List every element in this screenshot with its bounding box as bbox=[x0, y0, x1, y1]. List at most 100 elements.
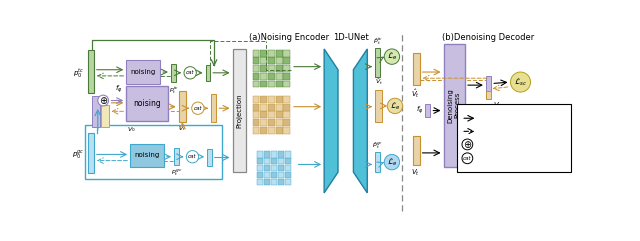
Circle shape bbox=[387, 98, 403, 114]
FancyBboxPatch shape bbox=[276, 50, 283, 57]
FancyBboxPatch shape bbox=[276, 73, 283, 80]
Text: Backward pass: Backward pass bbox=[480, 128, 530, 134]
Circle shape bbox=[384, 49, 399, 64]
FancyBboxPatch shape bbox=[268, 57, 275, 64]
FancyBboxPatch shape bbox=[130, 144, 164, 167]
FancyBboxPatch shape bbox=[285, 165, 291, 171]
Text: $\hat{V}_t$: $\hat{V}_t$ bbox=[375, 77, 383, 87]
FancyBboxPatch shape bbox=[276, 96, 283, 103]
FancyBboxPatch shape bbox=[101, 105, 109, 127]
Text: (b)Denoising Decoder: (b)Denoising Decoder bbox=[442, 33, 534, 42]
FancyBboxPatch shape bbox=[284, 73, 291, 80]
FancyBboxPatch shape bbox=[253, 111, 259, 118]
FancyBboxPatch shape bbox=[257, 165, 263, 171]
Text: Denoising
Process: Denoising Process bbox=[448, 88, 461, 122]
FancyBboxPatch shape bbox=[268, 65, 275, 72]
FancyBboxPatch shape bbox=[375, 48, 380, 77]
Text: $\mathcal{L}_{sc}$: $\mathcal{L}_{sc}$ bbox=[514, 76, 527, 88]
FancyBboxPatch shape bbox=[260, 73, 267, 80]
FancyBboxPatch shape bbox=[278, 179, 284, 185]
FancyBboxPatch shape bbox=[375, 152, 380, 172]
Text: (a)Noising Encoder: (a)Noising Encoder bbox=[250, 33, 330, 42]
Text: Concatenate: Concatenate bbox=[480, 155, 522, 161]
FancyBboxPatch shape bbox=[88, 50, 94, 93]
FancyBboxPatch shape bbox=[232, 49, 246, 172]
FancyBboxPatch shape bbox=[174, 148, 179, 165]
Circle shape bbox=[511, 72, 531, 92]
Text: $V_0$: $V_0$ bbox=[493, 100, 502, 111]
FancyBboxPatch shape bbox=[179, 91, 186, 122]
FancyBboxPatch shape bbox=[285, 172, 291, 178]
FancyBboxPatch shape bbox=[284, 104, 291, 111]
FancyBboxPatch shape bbox=[253, 104, 259, 111]
FancyBboxPatch shape bbox=[268, 119, 275, 126]
FancyBboxPatch shape bbox=[253, 65, 259, 72]
FancyBboxPatch shape bbox=[171, 64, 176, 82]
Text: Projection: Projection bbox=[236, 93, 243, 128]
Text: $p_0^{tc}$: $p_0^{tc}$ bbox=[74, 66, 84, 79]
FancyBboxPatch shape bbox=[276, 57, 283, 64]
FancyBboxPatch shape bbox=[260, 50, 267, 57]
Text: $f_\varphi$: $f_\varphi$ bbox=[115, 84, 122, 95]
Text: $V_0$: $V_0$ bbox=[127, 125, 136, 134]
FancyBboxPatch shape bbox=[268, 96, 275, 103]
Text: 1D-UNet: 1D-UNet bbox=[333, 33, 369, 42]
Text: $V_t$: $V_t$ bbox=[412, 168, 420, 179]
Text: $\oplus$: $\oplus$ bbox=[463, 139, 472, 150]
FancyBboxPatch shape bbox=[253, 119, 259, 126]
FancyBboxPatch shape bbox=[260, 57, 267, 64]
FancyBboxPatch shape bbox=[268, 50, 275, 57]
FancyBboxPatch shape bbox=[486, 91, 492, 99]
Text: $V_t$: $V_t$ bbox=[179, 124, 186, 133]
FancyBboxPatch shape bbox=[92, 96, 100, 127]
FancyBboxPatch shape bbox=[264, 172, 270, 178]
Text: Forward pass: Forward pass bbox=[480, 115, 524, 121]
Text: $f_\varphi$: $f_\varphi$ bbox=[416, 105, 424, 116]
FancyBboxPatch shape bbox=[260, 111, 267, 118]
FancyBboxPatch shape bbox=[126, 86, 168, 120]
FancyBboxPatch shape bbox=[284, 127, 291, 134]
FancyBboxPatch shape bbox=[260, 80, 267, 87]
FancyBboxPatch shape bbox=[284, 50, 291, 57]
Text: noising: noising bbox=[131, 69, 156, 75]
FancyBboxPatch shape bbox=[284, 80, 291, 87]
FancyBboxPatch shape bbox=[268, 80, 275, 87]
FancyBboxPatch shape bbox=[486, 76, 492, 91]
FancyBboxPatch shape bbox=[444, 44, 465, 167]
Text: $p_t^{tc}$: $p_t^{tc}$ bbox=[169, 85, 179, 95]
FancyBboxPatch shape bbox=[264, 158, 270, 164]
FancyBboxPatch shape bbox=[257, 158, 263, 164]
FancyBboxPatch shape bbox=[253, 57, 259, 64]
Text: $p_t^{gc}$: $p_t^{gc}$ bbox=[172, 167, 183, 178]
FancyBboxPatch shape bbox=[284, 65, 291, 72]
FancyBboxPatch shape bbox=[413, 53, 420, 85]
FancyBboxPatch shape bbox=[260, 65, 267, 72]
FancyBboxPatch shape bbox=[276, 111, 283, 118]
FancyBboxPatch shape bbox=[271, 158, 277, 164]
Circle shape bbox=[192, 102, 204, 114]
FancyBboxPatch shape bbox=[284, 119, 291, 126]
Text: $\mathcal{L}_e$: $\mathcal{L}_e$ bbox=[387, 51, 397, 62]
FancyBboxPatch shape bbox=[284, 111, 291, 118]
Text: $\oplus$: $\oplus$ bbox=[99, 95, 108, 106]
Circle shape bbox=[462, 153, 473, 164]
FancyBboxPatch shape bbox=[253, 73, 259, 80]
Circle shape bbox=[184, 67, 196, 79]
FancyBboxPatch shape bbox=[264, 165, 270, 171]
Text: $\mathcal{L}_e$: $\mathcal{L}_e$ bbox=[390, 100, 400, 112]
FancyBboxPatch shape bbox=[260, 104, 267, 111]
FancyBboxPatch shape bbox=[268, 111, 275, 118]
FancyBboxPatch shape bbox=[260, 127, 267, 134]
FancyBboxPatch shape bbox=[278, 172, 284, 178]
FancyBboxPatch shape bbox=[458, 104, 572, 172]
Text: $\hat{p}_t^{gc}$: $\hat{p}_t^{gc}$ bbox=[372, 140, 383, 151]
Text: $p_0^{gc}$: $p_0^{gc}$ bbox=[72, 148, 84, 161]
FancyBboxPatch shape bbox=[260, 119, 267, 126]
FancyBboxPatch shape bbox=[278, 165, 284, 171]
FancyBboxPatch shape bbox=[268, 127, 275, 134]
FancyBboxPatch shape bbox=[268, 104, 275, 111]
Circle shape bbox=[462, 139, 473, 150]
FancyBboxPatch shape bbox=[260, 96, 267, 103]
FancyBboxPatch shape bbox=[285, 158, 291, 164]
Circle shape bbox=[98, 95, 109, 106]
